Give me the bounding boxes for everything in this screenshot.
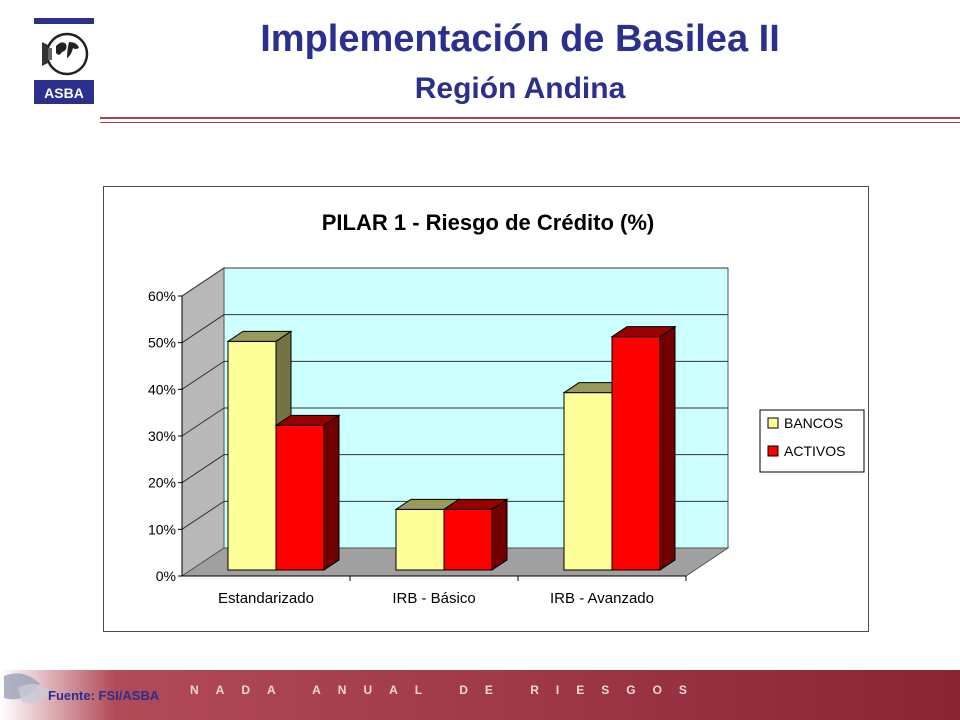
bar-top [274,414,341,426]
gridline [181,407,728,437]
bar-top [442,498,509,510]
y-tick-label: 60% [148,288,176,304]
x-tick-label: Estandarizado [218,590,314,607]
y-tick-label: 20% [148,475,176,491]
footer-banner: NADA ANUAL DE RIESGOS [190,683,704,697]
bar-top [226,330,293,342]
gridline [181,500,728,530]
gridline [181,314,728,344]
gridline [181,267,728,297]
x-tick-label: IRB - Básico [392,590,475,607]
bar-side [323,414,340,571]
logo-text: ASBA [44,85,84,101]
gridline [181,454,728,484]
bar-front [227,340,277,571]
bar [274,414,341,571]
legend-label: ACTIVOS [784,443,845,459]
bar-front [611,336,661,571]
legend-label: BANCOS [784,415,843,431]
y-tick-label: 50% [148,335,176,351]
bar-side [659,325,676,571]
source-note: Fuente: FSI/ASBA [48,688,160,703]
legend-swatch [767,445,779,457]
header-rule-thin [100,122,960,123]
bar-side [491,498,508,571]
header-rule [100,117,960,119]
legend-swatch [767,417,779,429]
y-tick-label: 10% [148,521,176,537]
y-tick-label: 40% [148,381,176,397]
bar-front [563,392,613,571]
y-tick-label: 30% [148,428,176,444]
bar-front [443,508,493,571]
page-subtitle: Región Andina [414,72,626,105]
asba-logo: ASBA [34,18,94,104]
footer-band [0,662,960,720]
bar [610,325,677,571]
chart-title: PILAR 1 - Riesgo de Crédito (%) [322,210,654,235]
bar-top [610,326,677,338]
y-tick-label: 0% [156,568,176,584]
gridline [181,360,728,390]
bar [442,498,509,571]
bar-front [395,508,445,571]
x-tick-label: IRB - Avanzado [550,590,654,607]
bar-front [275,424,325,571]
page-title: Implementación de Basilea II [260,18,780,60]
